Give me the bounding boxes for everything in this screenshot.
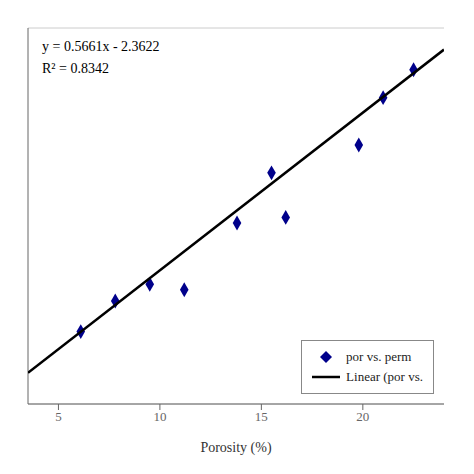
svg-text:15: 15 <box>255 409 268 424</box>
html-text:y = 0.5661x - 2.3622: y = 0.5661x - 2.3622 <box>42 39 160 54</box>
svg-text:20: 20 <box>356 409 369 424</box>
html-text:por vs. perm: por vs. perm <box>346 349 412 364</box>
svg-text:Porosity (%): Porosity (%) <box>200 440 272 456</box>
svg-text:10: 10 <box>153 409 166 424</box>
html-text:R² = 0.8342: R² = 0.8342 <box>42 61 109 76</box>
html-text:Linear (por vs.: Linear (por vs. <box>346 369 423 384</box>
svg-text:5: 5 <box>55 409 62 424</box>
